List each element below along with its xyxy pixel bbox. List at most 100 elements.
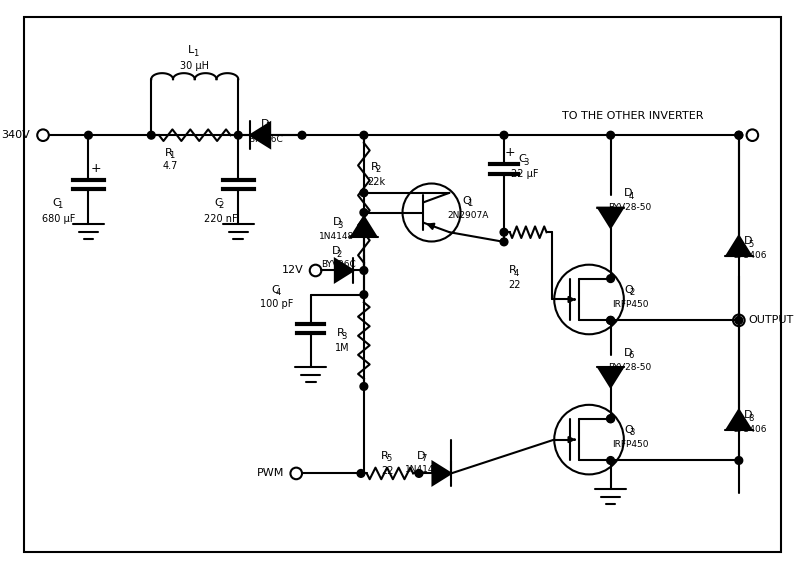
- Circle shape: [735, 131, 742, 139]
- Circle shape: [500, 228, 508, 236]
- Text: R: R: [337, 328, 345, 339]
- Text: UF5406: UF5406: [732, 426, 766, 435]
- Polygon shape: [726, 410, 751, 430]
- Text: 100 pF: 100 pF: [260, 299, 294, 310]
- Text: 1: 1: [58, 201, 62, 210]
- Text: BYV28-50: BYV28-50: [608, 362, 651, 372]
- Circle shape: [360, 189, 368, 197]
- Circle shape: [735, 316, 742, 324]
- Circle shape: [606, 131, 614, 139]
- Text: +: +: [505, 146, 515, 159]
- Text: Q: Q: [625, 425, 634, 435]
- Text: 1: 1: [265, 122, 270, 131]
- Circle shape: [606, 456, 614, 464]
- Polygon shape: [250, 123, 270, 148]
- Text: PWM: PWM: [258, 468, 285, 479]
- Text: C: C: [214, 198, 222, 208]
- Circle shape: [415, 469, 423, 477]
- Text: 2: 2: [337, 250, 342, 258]
- Text: BYV28-50: BYV28-50: [608, 203, 651, 212]
- Text: 220 nF: 220 nF: [204, 215, 238, 224]
- Text: 3: 3: [338, 221, 343, 229]
- Circle shape: [360, 291, 368, 299]
- Text: 8: 8: [748, 414, 754, 423]
- Text: 2: 2: [218, 201, 224, 210]
- Polygon shape: [726, 236, 751, 256]
- Circle shape: [360, 267, 368, 274]
- Circle shape: [735, 456, 742, 464]
- Text: 1N4148: 1N4148: [319, 232, 354, 241]
- Circle shape: [606, 316, 614, 324]
- Circle shape: [234, 131, 242, 139]
- Text: D: D: [333, 217, 342, 227]
- Text: 1: 1: [467, 199, 472, 208]
- Text: D: D: [417, 451, 426, 461]
- Text: 3: 3: [630, 428, 635, 438]
- Polygon shape: [351, 217, 377, 237]
- Text: 3: 3: [523, 158, 529, 167]
- Text: BYV26C: BYV26C: [248, 134, 282, 143]
- Text: 30 μH: 30 μH: [180, 61, 210, 71]
- Circle shape: [85, 131, 92, 139]
- Text: IRFP450: IRFP450: [612, 440, 649, 449]
- Circle shape: [735, 131, 742, 139]
- Text: 1: 1: [170, 151, 174, 160]
- Polygon shape: [598, 208, 623, 228]
- Text: C: C: [53, 198, 61, 208]
- Text: 4: 4: [514, 269, 518, 278]
- Text: R: R: [165, 147, 173, 158]
- Text: TO THE OTHER INVERTER: TO THE OTHER INVERTER: [562, 111, 703, 121]
- Circle shape: [357, 469, 365, 477]
- Circle shape: [360, 209, 368, 216]
- Polygon shape: [433, 462, 451, 485]
- Text: 4: 4: [629, 192, 634, 201]
- Text: R: R: [509, 266, 517, 275]
- Text: D: D: [624, 348, 632, 358]
- Circle shape: [606, 316, 614, 324]
- Text: D: D: [744, 237, 752, 246]
- Text: 340V: 340V: [1, 130, 30, 140]
- Text: IRFP450: IRFP450: [612, 300, 649, 309]
- Text: 5: 5: [386, 455, 391, 463]
- Text: 4.7: 4.7: [163, 161, 178, 171]
- Text: UF5406: UF5406: [732, 251, 766, 261]
- Text: 1N4148: 1N4148: [405, 465, 441, 474]
- Polygon shape: [335, 259, 354, 282]
- Text: Q: Q: [462, 196, 471, 206]
- Text: 7: 7: [422, 455, 427, 463]
- Text: 2: 2: [375, 166, 381, 175]
- Text: R: R: [370, 162, 378, 172]
- Text: 6: 6: [629, 351, 634, 360]
- Circle shape: [298, 131, 306, 139]
- Text: Q: Q: [625, 285, 634, 295]
- Text: 2N2907A: 2N2907A: [447, 211, 489, 220]
- Text: C: C: [271, 285, 279, 295]
- Text: 1M: 1M: [335, 343, 350, 353]
- Text: C: C: [518, 154, 526, 164]
- Circle shape: [360, 382, 368, 390]
- Circle shape: [606, 415, 614, 423]
- Text: 12V: 12V: [282, 266, 304, 275]
- Circle shape: [606, 415, 614, 423]
- Polygon shape: [598, 367, 623, 387]
- Text: D: D: [332, 246, 341, 256]
- Text: D: D: [624, 188, 632, 198]
- Circle shape: [606, 275, 614, 282]
- Text: 680 μF: 680 μF: [42, 215, 75, 224]
- Text: 22 μF: 22 μF: [510, 169, 538, 179]
- Circle shape: [147, 131, 155, 139]
- Text: D: D: [744, 410, 752, 420]
- Text: D: D: [261, 118, 269, 129]
- Text: +: +: [91, 162, 102, 175]
- Text: 22: 22: [508, 280, 521, 290]
- Circle shape: [360, 131, 368, 139]
- Text: 22: 22: [381, 465, 394, 476]
- Text: 2: 2: [630, 288, 634, 297]
- Text: 22k: 22k: [367, 176, 386, 187]
- Text: L: L: [188, 45, 194, 55]
- Text: 5: 5: [748, 240, 754, 249]
- Text: 4: 4: [276, 288, 281, 297]
- Text: 3: 3: [342, 332, 347, 341]
- Circle shape: [500, 131, 508, 139]
- Text: BYV26C: BYV26C: [322, 260, 356, 269]
